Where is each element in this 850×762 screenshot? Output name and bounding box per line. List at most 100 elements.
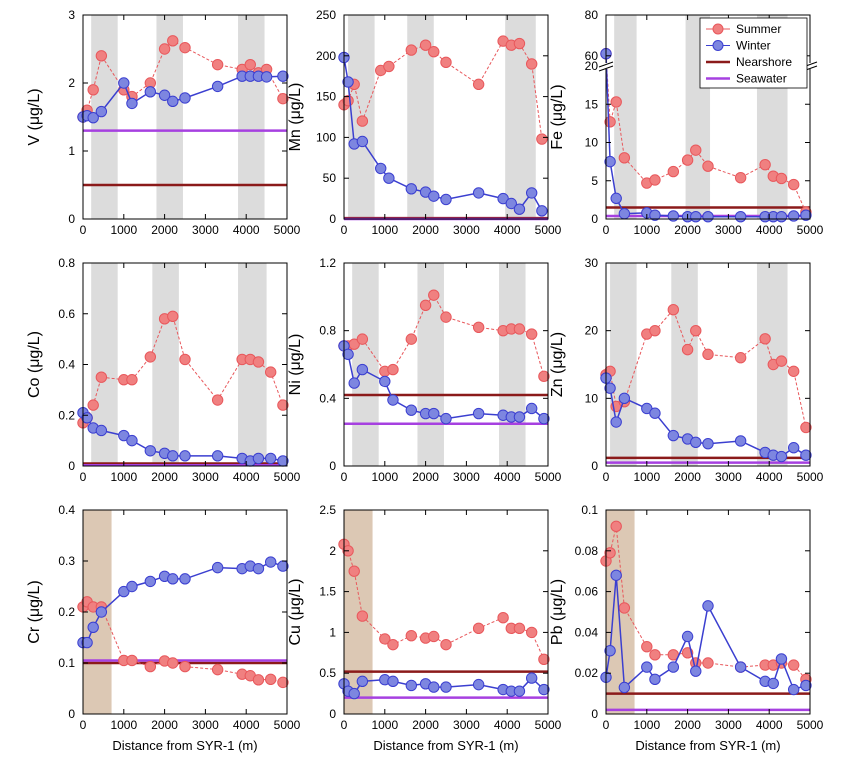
x-tick-label: 5000 (535, 223, 562, 237)
panel-mn: 0 1000 2000 3000 4000 5000 0 50 100 150 200 250 Mn (… (287, 8, 562, 237)
y-tick-label: 0.1 (581, 503, 598, 517)
data-point-summer (87, 84, 99, 96)
data-point-summer (472, 622, 485, 635)
series-line-summer (82, 40, 284, 118)
y-tick-label: 0.1 (58, 656, 75, 670)
data-point-winter (734, 661, 747, 673)
x-tick-label: 0 (80, 718, 87, 732)
x-tick-label: 5000 (274, 718, 301, 732)
data-point-summer (144, 351, 157, 363)
y-axis-label: V (μg/L) (26, 88, 43, 145)
data-point-winter (800, 679, 812, 692)
y-tick-label: 2 (329, 544, 336, 558)
y-tick-label: 250 (316, 8, 336, 22)
panel-cr: 0 1000 2000 3000 4000 5000 0 0.1 0.2 0.3 0.4 Cr (μg… (26, 503, 301, 753)
plot-frame (605, 509, 811, 715)
y-tick-label: 0 (329, 212, 336, 226)
data-point-winter (87, 111, 99, 124)
y-axis-label: Ni (μg/L) (287, 334, 304, 396)
data-point-summer (264, 366, 277, 378)
data-point-summer (641, 640, 653, 653)
data-point-winter (375, 162, 387, 175)
data-point-winter (211, 561, 224, 574)
panel-v: 0 1000 2000 3000 4000 5000 0 1 2 3 V (μg/L) (26, 8, 301, 237)
data-point-summer (211, 394, 224, 406)
data-point-winter (497, 192, 509, 205)
y-tick-label: 0.08 (575, 544, 599, 558)
axis-break-gap (803, 63, 817, 69)
data-point-summer (513, 323, 526, 335)
y-tick-label: 0 (329, 707, 336, 721)
data-point-winter (690, 211, 702, 223)
data-point-winter (428, 190, 440, 202)
data-point-winter (787, 210, 800, 222)
x-tick-label: 2000 (412, 223, 439, 237)
data-point-winter (667, 661, 680, 673)
x-tick-label: 3000 (715, 223, 742, 237)
y-tick-label: 20 (585, 59, 599, 73)
x-tick-label: 5000 (535, 470, 562, 484)
data-point-winter (356, 675, 369, 688)
data-point-winter (81, 636, 93, 649)
data-point-summer (87, 399, 99, 411)
y-tick-label: 0 (68, 707, 75, 721)
data-point-summer (690, 144, 702, 156)
data-point-winter (472, 187, 485, 199)
x-tick-label: 2000 (412, 718, 439, 732)
data-point-summer (428, 46, 440, 58)
data-point-summer (167, 310, 179, 322)
y-tick-label: 150 (316, 90, 336, 104)
legend-label-seawater: Seawater (736, 72, 787, 86)
data-point-winter (610, 192, 622, 205)
legend-label-summer: Summer (736, 22, 781, 36)
data-point-winter (618, 392, 631, 405)
data-point-summer (702, 348, 714, 361)
axis-break-mark (598, 65, 614, 72)
data-point-summer (667, 303, 680, 316)
data-point-summer (525, 328, 538, 340)
y-tick-label: 0.6 (58, 307, 75, 321)
data-point-summer (610, 520, 622, 533)
data-point-summer (179, 660, 191, 673)
x-tick-label: 3000 (715, 470, 742, 484)
data-point-winter (604, 645, 616, 657)
data-point-summer (536, 133, 548, 145)
legend-label-nearshore: Nearshore (736, 55, 792, 69)
data-point-summer (610, 96, 622, 108)
data-point-winter (179, 573, 191, 585)
data-point-winter (538, 412, 550, 425)
data-point-summer (387, 638, 399, 651)
y-tick-label: 15 (585, 97, 599, 111)
x-tick-label: 1000 (110, 718, 137, 732)
panel-zn: 0 1000 2000 3000 4000 5000 0 10 20 30 Zn (μg/L) (549, 256, 824, 484)
x-axis-label: Distance from SYR-1 (m) (373, 738, 518, 753)
data-point-summer (604, 547, 616, 559)
y-tick-label: 0.8 (319, 324, 336, 338)
data-point-winter (179, 92, 191, 104)
data-point-winter (428, 407, 440, 420)
data-point-summer (649, 649, 661, 661)
data-point-winter (144, 445, 157, 457)
data-point-winter (144, 575, 157, 588)
data-point-winter (118, 585, 130, 598)
y-tick-label: 0.06 (575, 585, 599, 599)
data-point-summer (179, 41, 191, 54)
data-point-winter (610, 569, 622, 581)
data-point-winter (690, 665, 702, 677)
y-tick-label: 100 (316, 130, 336, 144)
y-tick-label: 0.3 (58, 554, 75, 568)
plot-frame (343, 14, 549, 220)
y-tick-label: 0 (591, 707, 598, 721)
axis-break-gap (599, 63, 613, 69)
data-point-winter (702, 211, 714, 223)
x-tick-label: 4000 (756, 718, 783, 732)
data-point-summer (787, 178, 800, 191)
data-point-summer (681, 154, 694, 166)
y-axis-label: Co (μg/L) (26, 331, 43, 398)
x-tick-label: 1000 (633, 718, 660, 732)
y-axis-label: Pb (μg/L) (549, 579, 566, 645)
data-point-summer (419, 39, 432, 51)
y-tick-label: 0.4 (319, 391, 336, 405)
data-point-winter (252, 452, 265, 465)
data-point-summer (787, 365, 800, 377)
